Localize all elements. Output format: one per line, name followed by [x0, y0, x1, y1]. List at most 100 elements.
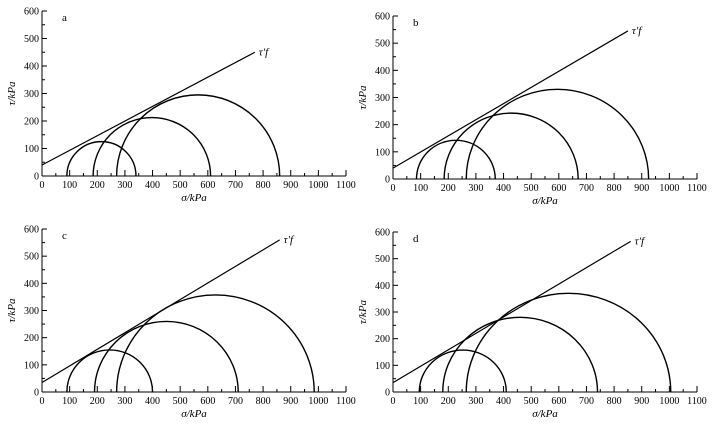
x-tick-label: 800 — [256, 396, 271, 407]
x-tick-label: 400 — [496, 396, 511, 407]
x-tick-label: 700 — [579, 183, 594, 194]
x-tick-label: 1000 — [659, 183, 679, 194]
x-tick-label: 100 — [413, 396, 428, 407]
failure-envelope-line — [392, 240, 631, 384]
x-tick-label: 900 — [634, 396, 649, 407]
x-tick-label: 900 — [283, 396, 298, 407]
failure-envelope-label: τ′f — [635, 235, 646, 247]
y-tick-label: 0 — [34, 388, 39, 399]
failure-envelope-line — [41, 51, 256, 166]
mohr-circle-3 — [465, 293, 672, 393]
x-tick-label: 600 — [200, 180, 215, 191]
x-tick-label: 200 — [90, 180, 105, 191]
x-tick-label: 500 — [173, 396, 188, 407]
mohr-circle-2 — [442, 316, 599, 393]
x-tick-label: 100 — [62, 180, 77, 191]
x-tick-label: 600 — [200, 396, 215, 407]
x-tick-label: 500 — [524, 183, 539, 194]
x-tick-label: 300 — [468, 183, 483, 194]
y-tick-label: 0 — [385, 388, 390, 399]
failure-envelope-line — [41, 239, 280, 384]
failure-envelope-label: τ′f — [259, 46, 270, 58]
failure-envelope-line — [392, 30, 629, 169]
x-axis-title: σ/kPa — [181, 192, 207, 204]
y-axis-title: τ/kPa — [6, 298, 18, 323]
panel-label: c — [62, 230, 67, 242]
panel-label: b — [413, 17, 419, 29]
panel-label: a — [62, 12, 67, 24]
x-tick-label: 600 — [551, 396, 566, 407]
y-tick-label: 400 — [375, 281, 390, 292]
x-tick-label: 1000 — [308, 180, 328, 191]
x-tick-label: 200 — [441, 183, 456, 194]
x-tick-label: 300 — [117, 180, 132, 191]
x-tick-label: 0 — [40, 396, 45, 407]
x-tick-label: 0 — [391, 183, 396, 194]
y-tick-label: 600 — [375, 12, 390, 23]
x-tick-label: 200 — [441, 396, 456, 407]
mohr-circle-2 — [92, 116, 212, 177]
x-tick-label: 300 — [117, 396, 132, 407]
x-tick-label: 800 — [607, 396, 622, 407]
y-axis-title: τ/kPa — [6, 81, 18, 106]
y-tick-label: 300 — [24, 89, 39, 100]
y-tick-label: 400 — [24, 62, 39, 73]
x-tick-label: 700 — [228, 396, 243, 407]
x-tick-label: 400 — [145, 396, 160, 407]
x-tick-label: 800 — [256, 180, 271, 191]
x-tick-label: 100 — [62, 396, 77, 407]
x-axis-title: σ/kPa — [181, 408, 207, 420]
y-tick-label: 200 — [24, 117, 39, 128]
x-tick-label: 1100 — [687, 396, 707, 407]
x-tick-label: 1000 — [308, 396, 328, 407]
x-tick-label: 0 — [391, 396, 396, 407]
y-tick-label: 300 — [375, 308, 390, 319]
y-tick-label: 500 — [375, 39, 390, 50]
x-axis-title: σ/kPa — [532, 195, 558, 207]
y-tick-label: 600 — [24, 7, 39, 18]
x-tick-label: 700 — [228, 180, 243, 191]
x-tick-label: 300 — [468, 396, 483, 407]
y-axis-title: τ/kPa — [357, 299, 369, 324]
chart-panel-a: 0 100 200 300 400 500 600 700 800 900 1000 1100 0 100… — [6, 7, 356, 205]
x-tick-label: 1100 — [687, 183, 707, 194]
y-tick-label: 0 — [34, 172, 39, 183]
y-tick-label: 300 — [24, 306, 39, 317]
y-tick-label: 100 — [375, 361, 390, 372]
chart-panel-d: 0 100 200 300 400 500 600 700 800 900 1000 1100 0 100… — [357, 228, 707, 421]
y-tick-label: 500 — [24, 34, 39, 45]
y-tick-label: 0 — [385, 175, 390, 186]
y-tick-label: 400 — [24, 279, 39, 290]
mohr-circle-1 — [418, 349, 508, 393]
x-tick-label: 200 — [90, 396, 105, 407]
y-tick-label: 500 — [24, 252, 39, 263]
mohr-circle-1 — [415, 139, 496, 180]
y-tick-label: 100 — [375, 147, 390, 158]
mohr-circle-3 — [115, 294, 315, 393]
y-tick-label: 600 — [24, 225, 39, 236]
mohr-circle-3 — [115, 94, 281, 177]
x-axis-title: σ/kPa — [532, 408, 558, 420]
x-tick-label: 600 — [551, 183, 566, 194]
mohr-circle-2 — [443, 112, 579, 180]
mohr-circle-1 — [66, 141, 137, 177]
x-tick-label: 100 — [413, 183, 428, 194]
x-tick-label: 500 — [524, 396, 539, 407]
failure-envelope-label: τ′f — [632, 25, 643, 37]
y-tick-label: 200 — [24, 333, 39, 344]
y-tick-label: 100 — [24, 144, 39, 155]
x-tick-label: 400 — [496, 183, 511, 194]
x-tick-label: 500 — [173, 180, 188, 191]
panel-label: d — [413, 233, 419, 245]
x-tick-label: 800 — [607, 183, 622, 194]
mohr-circle-3 — [465, 88, 650, 180]
y-tick-label: 300 — [375, 93, 390, 104]
x-tick-label: 900 — [283, 180, 298, 191]
y-tick-label: 200 — [375, 334, 390, 345]
chart-panel-b: 0 100 200 300 400 500 600 700 800 900 1000 1100 0 100… — [357, 12, 707, 208]
y-tick-label: 600 — [375, 228, 390, 239]
x-tick-label: 400 — [145, 180, 160, 191]
x-tick-label: 900 — [634, 183, 649, 194]
mohr-circle-1 — [66, 349, 154, 393]
